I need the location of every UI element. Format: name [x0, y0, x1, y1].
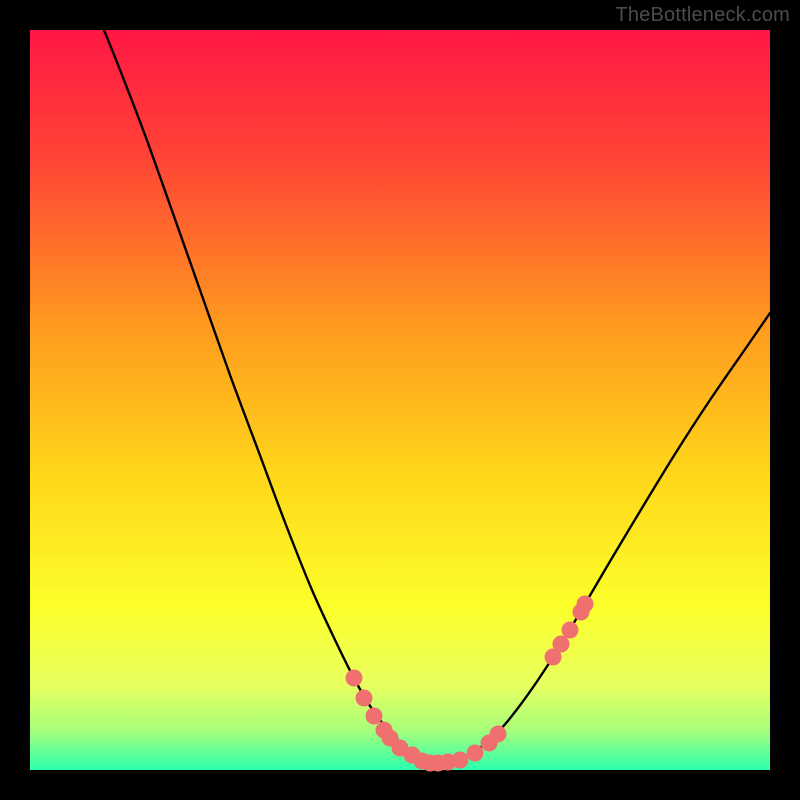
plot-background	[30, 30, 770, 770]
watermark-text: TheBottleneck.com	[615, 4, 790, 27]
curve-marker	[562, 622, 579, 639]
curve-marker	[346, 670, 363, 687]
curve-marker	[467, 745, 484, 762]
curve-marker	[356, 690, 373, 707]
curve-marker	[553, 636, 570, 653]
chart-canvas	[0, 0, 800, 800]
curve-marker	[577, 596, 594, 613]
curve-marker	[366, 708, 383, 725]
curve-marker	[490, 726, 507, 743]
curve-marker	[452, 752, 469, 769]
bottleneck-chart: TheBottleneck.com	[0, 0, 800, 800]
